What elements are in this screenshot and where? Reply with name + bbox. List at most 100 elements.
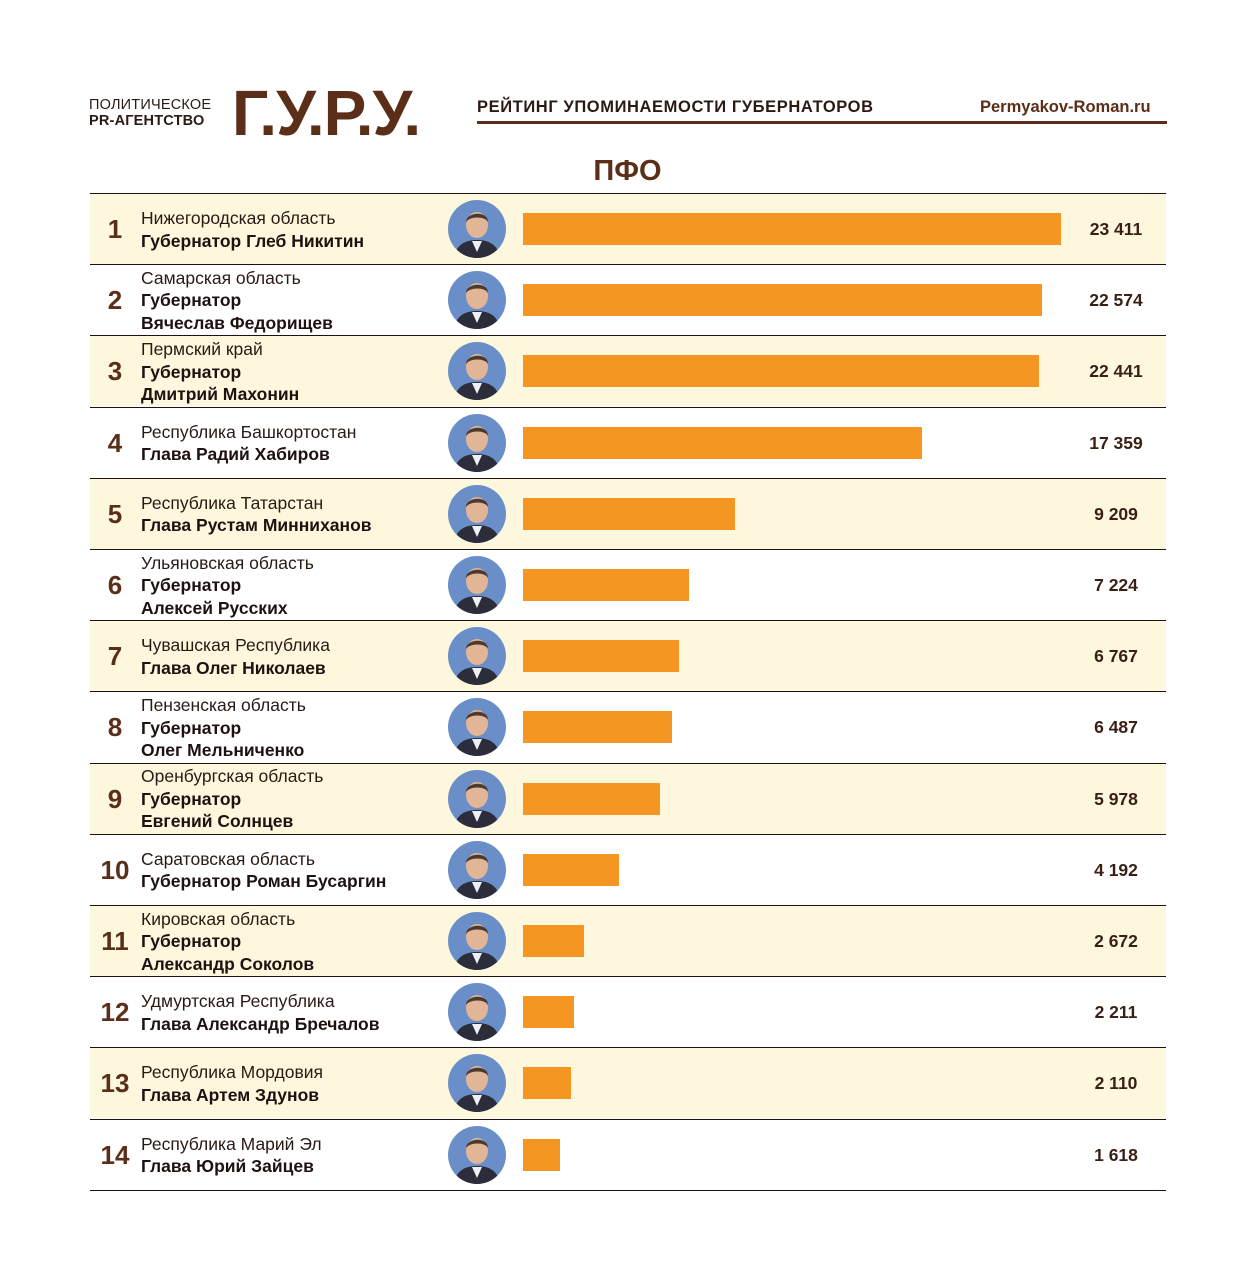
value-label: 7 224: [1094, 575, 1138, 595]
governor-photo: [448, 1125, 506, 1184]
governor-photo: [448, 484, 506, 543]
name-block: Республика Мордовия Глава Артем Здунов: [141, 1048, 441, 1119]
bar: [523, 213, 1061, 245]
person-name: Глава Олег Николаев: [141, 657, 326, 678]
person-silhouette-icon: [448, 484, 506, 543]
rank-label: 8: [107, 712, 123, 743]
name-block: Республика Марий Эл Глава Юрий Зайцев: [141, 1120, 441, 1191]
rank-label: 13: [100, 1068, 130, 1099]
region-name: Пермский край: [141, 339, 263, 360]
name-block: Кировская область Губернатор Александр Со…: [141, 906, 441, 977]
region-name: Республика Марий Эл: [141, 1133, 322, 1154]
region-name: Нижегородская область: [141, 208, 336, 228]
person-name: Губернатор Евгений Солнцев: [141, 788, 294, 832]
governor-photo: [448, 1054, 506, 1113]
rank-label: 10: [100, 854, 130, 885]
rank-label: 9: [107, 783, 123, 814]
bar: [523, 711, 673, 744]
site-link[interactable]: Permyakov-Roman.ru: [980, 98, 1151, 116]
rank-label: 6: [107, 570, 123, 600]
bar: [523, 996, 574, 1029]
table-row: 1 Нижегородская область Губернатор Глеб Ни…: [90, 193, 1166, 264]
person-silhouette-icon: [448, 271, 506, 330]
person-silhouette-icon: [448, 983, 506, 1042]
rank-label: 4: [107, 427, 123, 458]
value-label: 1 618: [1094, 1144, 1138, 1165]
person-name: Глава Юрий Зайцев: [141, 1156, 314, 1177]
name-block: Пермский край Губернатор Дмитрий Махонин: [141, 336, 441, 407]
bar: [523, 782, 661, 815]
region-name: Саратовская область: [141, 848, 315, 869]
region-name: Ульяновская область: [141, 552, 314, 573]
governor-photo: [448, 556, 506, 614]
region-name: Оренбургская область: [141, 766, 324, 787]
header-rule: [477, 121, 1167, 124]
person-name: Губернатор Дмитрий Махонин: [141, 361, 300, 405]
agency-line-2: PR-АГЕНТСТВО: [89, 113, 205, 129]
person-silhouette-icon: [448, 912, 506, 970]
bar: [523, 925, 585, 957]
governor-photo: [448, 769, 506, 828]
value-label: 2 110: [1094, 1073, 1138, 1094]
region-name: Республика Татарстан: [141, 492, 324, 513]
region-name: Самарская область: [141, 267, 301, 288]
name-block: Чувашская Республика Глава Олег Николаев: [141, 621, 441, 692]
person-silhouette-icon: [448, 1125, 506, 1184]
person-silhouette-icon: [448, 769, 506, 828]
governor-photo: [448, 271, 506, 330]
table-row: 9 Оренбургская область Губернатор Евгений …: [90, 762, 1166, 834]
person-silhouette-icon: [448, 200, 506, 258]
region-name: Пензенская область: [141, 695, 306, 716]
person-name: Губернатор Алексей Русских: [141, 575, 288, 618]
table-row: 6 Ульяновская область Губернатор Алексей Р…: [90, 549, 1166, 620]
name-block: Саратовская область Губернатор Роман Буса…: [141, 835, 441, 906]
bar: [523, 1138, 561, 1171]
name-block: Самарская область Губернатор Вячеслав Фед…: [141, 265, 441, 336]
person-name: Губернатор Александр Соколов: [141, 931, 315, 974]
region-name: Республика Мордовия: [141, 1062, 323, 1083]
name-block: Республика Татарстан Глава Рустам Минниха…: [141, 479, 441, 550]
value-label: 22 574: [1089, 290, 1143, 311]
table-row: 5 Республика Татарстан Глава Рустам Минних…: [90, 477, 1166, 550]
person-name: Глава Артем Здунов: [141, 1084, 320, 1105]
rank-label: 1: [107, 214, 123, 244]
person-name: Губернатор Роман Бусаргин: [141, 871, 387, 892]
person-name: Губернатор Глеб Никитин: [141, 230, 365, 251]
header: ПОЛИТИЧЕСКОЕ PR-АГЕНТСТВО Г.У.Р.У. РЕЙТИ…: [0, 0, 1255, 150]
bar: [523, 426, 922, 459]
value-label: 6 767: [1094, 646, 1138, 667]
table-row: 4 Республика Башкортостан Глава Радий Хаби…: [90, 406, 1166, 478]
name-block: Пензенская область Губернатор Олег Мельни…: [141, 692, 441, 763]
table-row: 13 Республика Мордовия Глава Артем Здунов 2…: [90, 1047, 1166, 1119]
rank-label: 14: [100, 1139, 130, 1170]
table-row: 12 Удмуртская Республика Глава Александр Б…: [90, 976, 1166, 1047]
bar: [523, 569, 689, 601]
value-label: 23 411: [1089, 219, 1143, 239]
name-block: Ульяновская область Губернатор Алексей Ру…: [141, 550, 441, 621]
person-silhouette-icon: [448, 627, 506, 686]
region-name: Кировская область: [141, 908, 296, 929]
agency-label: ПОЛИТИЧЕСКОЕ PR-АГЕНТСТВО: [89, 97, 211, 129]
person-name: Губернатор Вячеслав Федорищев: [141, 290, 333, 333]
governor-photo: [448, 983, 506, 1042]
table-row: 14 Республика Марий Эл Глава Юрий Зайцев 1 …: [90, 1118, 1166, 1192]
bar: [523, 355, 1039, 388]
logo: Г.У.Р.У.: [232, 77, 421, 149]
governor-photo: [448, 413, 506, 472]
region-name: Республика Башкортостан: [141, 421, 357, 442]
table-row: 7 Чувашская Республика Глава Олег Николаев…: [90, 620, 1166, 692]
rank-label: 7: [107, 641, 123, 672]
rank-label: 3: [107, 356, 123, 387]
rating-title: РЕЙТИНГ УПОМИНАЕМОСТИ ГУБЕРНАТОРОВ: [477, 98, 874, 116]
person-silhouette-icon: [448, 556, 506, 614]
bar: [523, 497, 735, 530]
governor-photo: [448, 200, 506, 258]
governor-photo: [448, 840, 506, 899]
table-row: 2 Самарская область Губернатор Вячеслав Фе…: [90, 264, 1166, 335]
value-label: 9 209: [1094, 503, 1138, 524]
value-label: 17 359: [1089, 432, 1143, 453]
person-name: Глава Радий Хабиров: [141, 444, 330, 465]
ranking-chart: 1 Нижегородская область Губернатор Глеб Ни…: [90, 193, 1166, 1192]
person-silhouette-icon: [448, 840, 506, 899]
rank-label: 5: [107, 498, 123, 529]
